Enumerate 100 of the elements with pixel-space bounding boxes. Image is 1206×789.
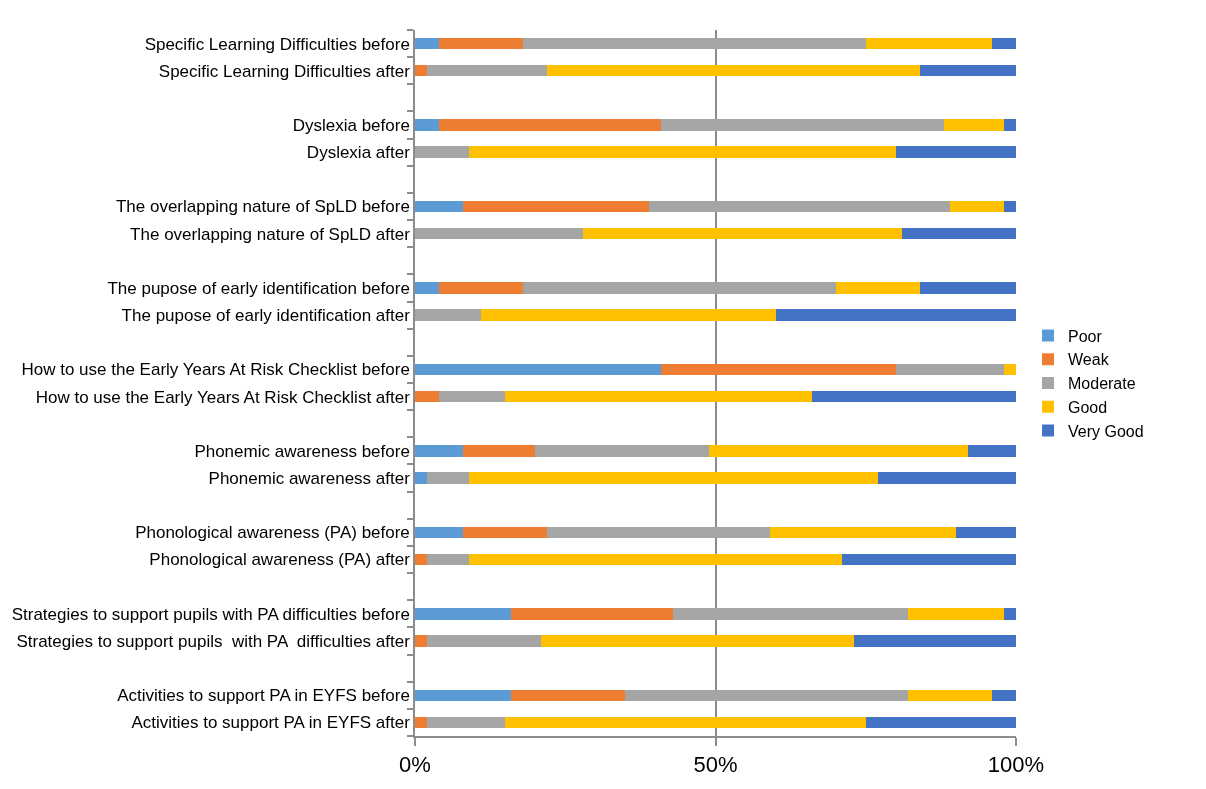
bar <box>967 445 1016 457</box>
bar <box>469 553 842 566</box>
bar <box>1003 200 1016 213</box>
bar <box>769 526 956 539</box>
bar <box>523 37 866 50</box>
legend-label: Weak <box>1068 351 1110 369</box>
x-tick-label: 0% <box>399 752 431 778</box>
bar <box>415 227 584 240</box>
bar <box>1003 608 1016 620</box>
bar <box>775 309 1016 321</box>
bar <box>463 526 548 539</box>
bar <box>547 65 920 77</box>
bar <box>523 282 836 294</box>
y-tick-label: Specific Learning Difficulties before <box>144 34 410 54</box>
bar <box>415 146 470 158</box>
bar <box>949 200 1004 213</box>
bar <box>907 689 992 701</box>
bar <box>895 146 1016 158</box>
bar <box>625 689 908 701</box>
bar <box>505 716 866 729</box>
bar <box>427 65 548 77</box>
bar <box>955 526 1016 539</box>
bar <box>661 119 944 131</box>
bar <box>901 227 1016 240</box>
bar <box>415 716 428 729</box>
bar <box>415 282 440 294</box>
bar <box>415 635 428 647</box>
bar <box>427 716 506 729</box>
bar <box>835 282 920 294</box>
bar <box>439 390 506 403</box>
bar <box>415 200 464 213</box>
y-tick-label: Dyslexia before <box>292 115 410 135</box>
bar <box>811 390 1016 403</box>
y-tick-label: Strategies to support pupils with PA difficulties after <box>16 631 411 651</box>
legend-label: Very Good <box>1068 422 1144 440</box>
bar <box>469 146 896 158</box>
bar <box>463 200 650 213</box>
bar <box>1003 119 1016 131</box>
bar <box>415 553 428 566</box>
y-tick-label: Activities to support PA in EYFS after <box>131 713 411 733</box>
bar <box>919 282 1016 294</box>
bar <box>1003 363 1016 376</box>
y-tick-label: Phonological awareness (PA) before <box>135 523 410 543</box>
bar <box>415 689 512 701</box>
bar <box>877 472 1016 484</box>
bar <box>439 119 662 131</box>
y-tick-label: Phonological awareness (PA) after <box>149 550 411 570</box>
bar <box>511 689 626 701</box>
y-tick-label: The pupose of early identification before <box>107 278 410 298</box>
x-tick-label: 50% <box>693 752 738 778</box>
y-tick-label: How to use the Early Years At Risk Checklist before <box>21 360 410 380</box>
bar <box>709 445 968 457</box>
y-tick-label: How to use the Early Years At Risk Checklist after <box>35 387 411 407</box>
bar <box>991 37 1016 50</box>
bar <box>547 526 770 539</box>
bar <box>991 689 1016 701</box>
y-tick-label: Specific Learning Difficulties after <box>158 61 411 81</box>
bar <box>469 472 878 484</box>
y-tick-label: Phonemic awareness before <box>194 441 410 461</box>
bar <box>463 445 536 457</box>
bar <box>865 37 992 50</box>
bar <box>439 282 524 294</box>
bar <box>841 553 1016 566</box>
bar <box>853 635 1016 647</box>
bar <box>541 635 854 647</box>
bar <box>415 526 464 539</box>
bar <box>943 119 1004 131</box>
bar <box>865 716 1016 729</box>
y-tick-label: The pupose of early identification after <box>121 306 411 326</box>
bar <box>427 472 470 484</box>
legend-label: Good <box>1068 399 1108 417</box>
legend-label: Poor <box>1068 327 1103 345</box>
y-tick-label: The overlapping nature of SpLD before <box>115 197 410 217</box>
bar <box>415 37 440 50</box>
bar <box>481 309 776 321</box>
bar <box>505 390 812 403</box>
bar <box>415 390 440 403</box>
bar <box>535 445 710 457</box>
y-tick-label: Phonemic awareness after <box>208 468 411 488</box>
legend-label: Moderate <box>1068 375 1136 393</box>
y-tick-label: Strategies to support pupils with PA difficulties before <box>11 604 410 624</box>
bar <box>415 119 440 131</box>
y-tick-label: The overlapping nature of SpLD after <box>130 224 411 244</box>
bar <box>415 445 464 457</box>
x-tick-label: 100% <box>987 752 1045 778</box>
bar <box>427 635 542 647</box>
bar <box>583 227 902 240</box>
bar <box>415 363 662 376</box>
y-tick-label: Dyslexia after <box>306 143 411 163</box>
bar <box>415 309 482 321</box>
bar <box>649 200 950 213</box>
bar <box>673 608 908 620</box>
bar <box>511 608 674 620</box>
bar <box>907 608 1004 620</box>
bar <box>427 553 470 566</box>
bar <box>415 472 428 484</box>
bar <box>415 65 428 77</box>
bar <box>895 363 1004 376</box>
bar <box>439 37 524 50</box>
y-tick-label: Activities to support PA in EYFS before <box>117 686 410 706</box>
